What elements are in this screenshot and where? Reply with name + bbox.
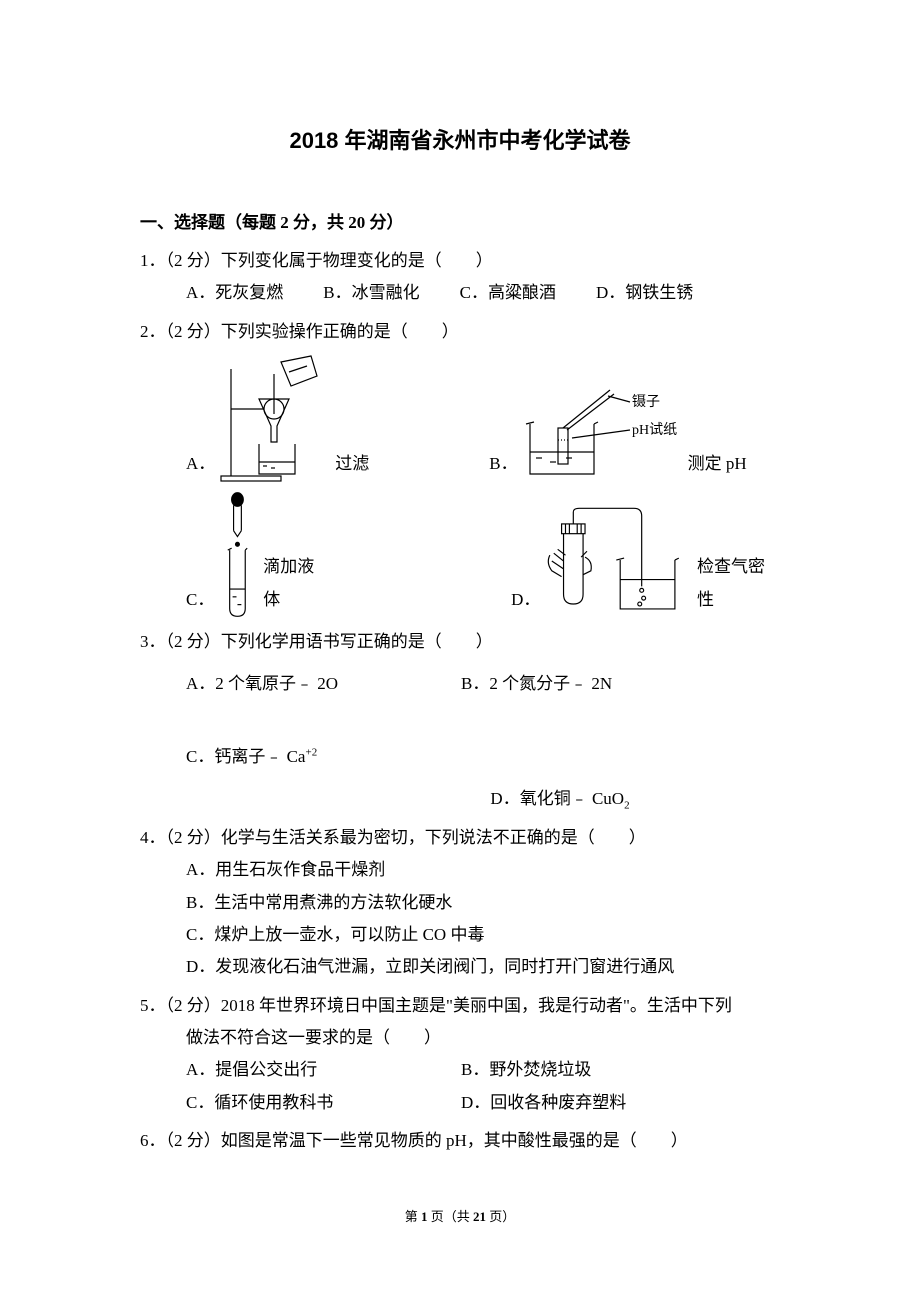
q4-option-d: D．发现液化石油气泄漏，立即关闭阀门，同时打开门窗进行通风 (140, 951, 780, 983)
page-footer: 第 1 页（共 21 页） (0, 1205, 920, 1230)
q1-option-b: B．冰雪融化 (323, 277, 419, 309)
q2-option-a-letter: A． (186, 448, 215, 480)
q2-option-d-letter: D． (511, 584, 540, 616)
q5-option-a: A．提倡公交出行 (186, 1054, 421, 1086)
q3-option-d: D．氧化铜﹣ CuO2 (140, 783, 780, 816)
airtightness-diagram-icon (544, 505, 691, 620)
section-header: 一、选择题（每题 2 分，共 20 分） (140, 207, 780, 239)
q2-option-d-block: D． (511, 505, 780, 620)
q3-number: 3．（2 分） (140, 626, 221, 658)
q2-option-c-letter: C． (186, 584, 214, 616)
q3-option-b: B．2 个氮分子﹣ 2N (461, 668, 612, 700)
q3-stem: 下列化学用语书写正确的是（ ） (221, 626, 493, 658)
filtration-diagram-icon (219, 354, 329, 484)
q6-stem: 如图是常温下一些常见物质的 pH，其中酸性最强的是（ ） (221, 1125, 688, 1157)
q5-stem-line2: 做法不符合这一要求的是（ ） (140, 1022, 780, 1054)
q2-option-c-caption: 滴加液体 (263, 551, 329, 616)
q3-option-c: C．钙离子﹣ Ca+2 (186, 741, 317, 773)
q5-option-d: D．回收各种废弃塑料 (461, 1087, 626, 1119)
q2-option-c-block: C． (186, 490, 329, 620)
q4-option-b: B．生活中常用煮沸的方法软化硬水 (140, 887, 780, 919)
q5-number: 5．（2 分） (140, 990, 221, 1022)
q1-option-c: C．高粱酿酒 (460, 277, 556, 309)
q2-option-b-caption: 测定 pH (688, 448, 747, 480)
question-6: 6．（2 分） 如图是常温下一些常见物质的 pH，其中酸性最强的是（ ） (140, 1125, 780, 1157)
question-2: 2．（2 分） 下列实验操作正确的是（ ） A． (140, 316, 780, 620)
q2-number: 2．（2 分） (140, 316, 221, 348)
q1-stem: 下列变化属于物理变化的是（ ） (221, 245, 493, 277)
q4-stem: 化学与生活关系最为密切，下列说法不正确的是（ ） (221, 822, 646, 854)
q4-option-a: A．用生石灰作食品干燥剂 (140, 854, 780, 886)
ph-paper-label: pH试纸 (632, 422, 677, 438)
q5-option-c: C．循环使用教科书 (186, 1087, 421, 1119)
q2-option-a-caption: 过滤 (335, 448, 369, 480)
question-4: 4．（2 分） 化学与生活关系最为密切，下列说法不正确的是（ ） A．用生石灰作… (140, 822, 780, 983)
q3-option-a: A．2 个氧原子﹣ 2O (186, 668, 421, 700)
question-1: 1．（2 分） 下列变化属于物理变化的是（ ） A．死灰复燃 B．冰雪融化 C．… (140, 245, 780, 310)
q2-option-d-caption: 检查气密性 (697, 551, 780, 616)
q2-option-a-block: A． (186, 354, 369, 484)
q5-stem-line1: 2018 年世界环境日中国主题是"美丽中国，我是行动者"。生活中下列 (221, 990, 732, 1022)
q1-number: 1．（2 分） (140, 245, 221, 277)
q2-stem: 下列实验操作正确的是（ ） (221, 316, 459, 348)
question-3: 3．（2 分） 下列化学用语书写正确的是（ ） A．2 个氧原子﹣ 2O B．2… (140, 626, 780, 816)
dropper-diagram-icon (218, 490, 257, 620)
q5-option-b: B．野外焚烧垃圾 (461, 1054, 591, 1086)
q2-option-b-letter: B． (489, 448, 517, 480)
q1-option-a: A．死灰复燃 (186, 277, 283, 309)
page-title: 2018 年湖南省永州市中考化学试卷 (140, 120, 780, 162)
q2-option-b-block: B． (489, 384, 746, 484)
q6-number: 6．（2 分） (140, 1125, 221, 1157)
q4-number: 4．（2 分） (140, 822, 221, 854)
q4-option-c: C．煤炉上放一壶水，可以防止 CO 中毒 (140, 919, 780, 951)
question-5: 5．（2 分） 2018 年世界环境日中国主题是"美丽中国，我是行动者"。生活中… (140, 990, 780, 1119)
ph-test-diagram-icon: 镊子 pH试纸 (522, 384, 682, 484)
tweezers-label: 镊子 (632, 394, 660, 410)
q1-option-d: D．钢铁生锈 (596, 277, 693, 309)
